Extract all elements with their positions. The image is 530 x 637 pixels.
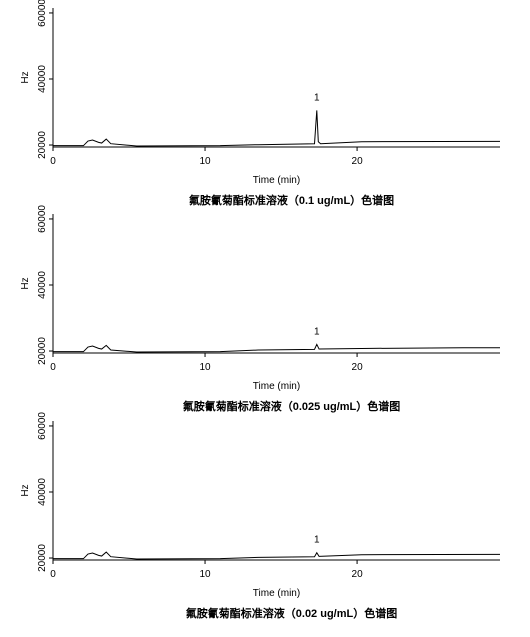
chromatogram-line — [53, 110, 501, 147]
x-tick-label: 0 — [50, 362, 56, 373]
x-tick-label: 20 — [352, 569, 364, 580]
y-tick-label: 20000 — [37, 337, 48, 365]
y-tick-label: 20000 — [37, 544, 48, 572]
x-tick-label: 10 — [199, 156, 211, 167]
chromatogram-line — [53, 551, 501, 560]
x-tick-label: 10 — [199, 569, 211, 580]
y-tick-label: 60000 — [37, 205, 48, 233]
peak-label: 1 — [314, 92, 320, 103]
chart-title: 氟胺氰菊酯标准溶液（0.02 ug/mL）色谱图 — [186, 606, 397, 620]
y-tick-label: 40000 — [37, 271, 48, 299]
x-tick-label: 20 — [352, 362, 364, 373]
chart-title: 氟胺氰菊酯标准溶液（0.025 ug/mL）色谱图 — [183, 399, 401, 413]
x-tick-label: 10 — [199, 362, 211, 373]
x-axis-label: Time (min) — [253, 588, 300, 599]
x-tick-label: 20 — [352, 156, 364, 167]
y-axis-label: Hz — [20, 277, 31, 289]
x-tick-label: 0 — [50, 569, 56, 580]
chromatogram-line — [53, 343, 500, 353]
y-axis-label: Hz — [20, 71, 31, 83]
peak-label: 1 — [314, 326, 320, 337]
chart-title: 氟胺氰菊酯标准溶液（0.1 ug/mL）色谱图 — [189, 193, 394, 207]
y-axis-label: Hz — [20, 484, 31, 496]
x-axis-label: Time (min) — [253, 175, 300, 186]
peak-label: 1 — [314, 535, 320, 546]
x-axis-label: Time (min) — [253, 381, 300, 392]
y-tick-label: 40000 — [37, 65, 48, 93]
y-tick-label: 20000 — [37, 131, 48, 159]
y-tick-label: 60000 — [37, 0, 48, 27]
y-tick-label: 40000 — [37, 478, 48, 506]
y-tick-label: 60000 — [37, 412, 48, 440]
x-tick-label: 0 — [50, 156, 56, 167]
